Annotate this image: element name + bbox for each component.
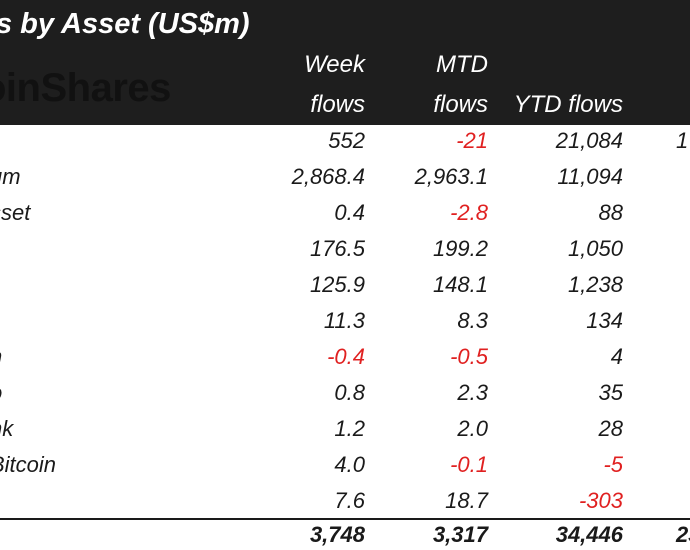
table-row: 176.5 199.2 1,050 [0,233,690,269]
total-row: 3,748 3,317 34,446 23 [0,520,690,550]
ytd-flow: 11,094 [557,164,623,189]
table-row: Bitcoin 4.0 -0.1 -5 [0,449,690,485]
week-flow: 11.3 [323,308,365,333]
total-ytd: 34,446 [555,522,623,547]
mtd-flow: 199.2 [432,236,488,261]
asset-name: n [0,344,2,370]
week-flow: 0.8 [334,380,365,405]
asset-name: sset [0,200,31,225]
mtd-flow: -0.5 [450,344,488,369]
column-header-week-line1: Week [304,51,365,78]
mtd-flow: 18.7 [445,488,488,513]
table-row: 552 -21 21,084 1 [0,125,690,161]
ytd-flow: 21,084 [555,128,623,153]
ytd-flow: -303 [578,488,623,513]
table-title: s by Asset (US$m) [0,8,250,40]
table-body: 552 -21 21,084 1 um 2,868.4 2,963.1 11,094 sset 0… [0,125,690,521]
ytd-flow: 1,238 [567,272,623,297]
ytd-flow: 35 [598,380,623,405]
week-flow: -0.4 [327,344,365,369]
ytd-flow: 4 [610,344,623,369]
week-flow: 125.9 [309,272,365,297]
ytd-flow: 1,050 [567,236,623,261]
total-divider [0,518,690,520]
asset-name: um [0,164,21,189]
total-mtd: 3,317 [432,522,488,547]
mtd-flow: 2,963.1 [414,164,488,189]
table-row: sset 0.4 -2.8 88 [0,197,690,233]
week-flow: 552 [328,128,365,153]
ytd-flow: 88 [598,200,623,225]
column-header-week-line2: flows [310,91,365,118]
total-week: 3,748 [309,522,365,547]
mtd-flow: -0.1 [450,452,488,477]
week-flow: 176.5 [309,236,365,261]
ytd-flow: 28 [598,416,623,441]
table-row: 125.9 148.1 1,238 [0,269,690,305]
mtd-flow: 148.1 [432,272,488,297]
coinshares-logo: oinShares [0,66,171,110]
table-row: 7.6 18.7 -303 [0,485,690,521]
asset-name: nk [0,416,14,441]
column-header-mtd-line2: flows [433,91,488,118]
table-row: nk 1.2 2.0 28 [0,413,690,449]
mtd-flow: -21 [456,128,488,153]
week-flow: 0.4 [334,200,365,225]
week-flow: 7.6 [334,488,365,513]
table-row: n -0.4 -0.5 4 [0,341,690,377]
column-header-ytd: YTD flows [513,91,623,118]
ytd-flow: -5 [603,452,623,477]
ytd-flow: 134 [586,308,623,333]
total-extra: 23 [676,522,690,547]
mtd-flow: 8.3 [457,308,488,333]
table-row: 11.3 8.3 134 [0,305,690,341]
mtd-flow: 2.0 [457,416,488,441]
table-row: o 0.8 2.3 35 [0,377,690,413]
mtd-flow: 2.3 [457,380,488,405]
table-header: s by Asset (US$m) oinShares Week flows M… [0,0,690,125]
asset-name: o [0,380,2,406]
table-row: um 2,868.4 2,963.1 11,094 [0,161,690,197]
extra-value: 1 [676,128,689,153]
week-flow: 2,868.4 [291,164,365,189]
week-flow: 4.0 [334,452,365,477]
week-flow: 1.2 [334,416,365,441]
column-header-mtd-line1: MTD [436,51,488,78]
asset-name: Bitcoin [0,452,57,477]
mtd-flow: -2.8 [450,200,488,225]
